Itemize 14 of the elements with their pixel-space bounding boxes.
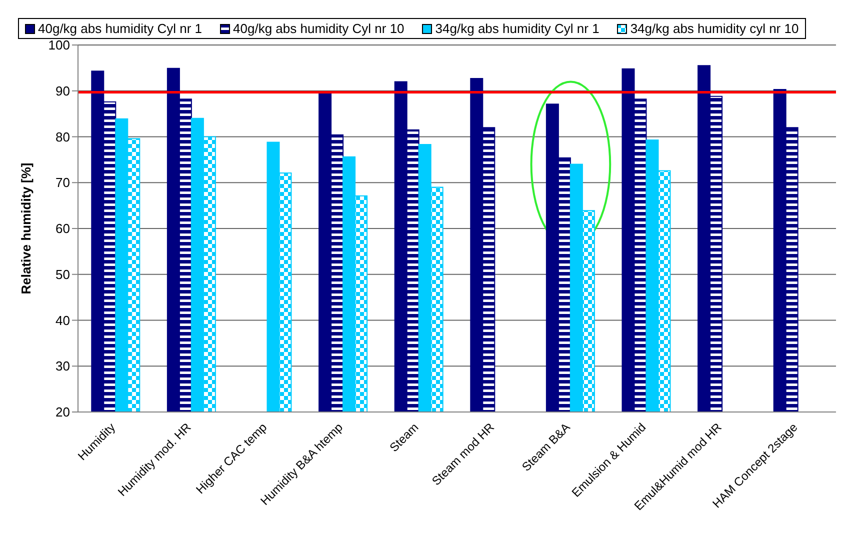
y-tick-label: 30 [56,358,70,374]
y-tick-label: 60 [56,221,70,236]
legend-label: 40g/kg abs humidity Cyl nr 10 [232,21,404,36]
y-tick-label: 100 [48,38,70,53]
y-tick-label: 80 [56,129,70,144]
legend-label: 40g/kg abs humidity Cyl nr 1 [37,21,202,36]
legend-label: 34g/kg abs humidity cyl nr 10 [629,21,799,36]
y-axis-title: Relative humidity [%] [18,162,34,294]
y-tick-label: 50 [56,266,70,282]
y-tick-label: 70 [56,175,70,190]
y-tick-label: 90 [56,83,70,98]
legend-label: 34g/kg abs humidity Cyl nr 1 [434,21,600,36]
y-tick-label: 40 [56,312,70,328]
y-tick-label: 20 [56,404,70,420]
